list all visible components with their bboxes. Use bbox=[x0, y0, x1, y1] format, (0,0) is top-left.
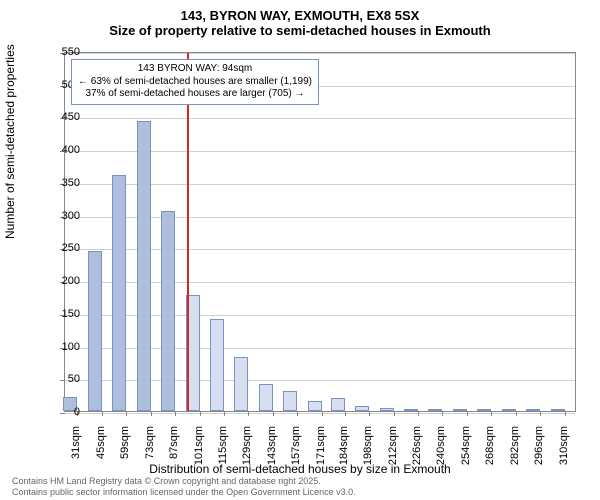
gridline bbox=[65, 53, 575, 54]
histogram-bar bbox=[283, 391, 297, 411]
histogram-bar bbox=[161, 211, 175, 411]
ytick-label: 0 bbox=[50, 406, 80, 418]
ytick-label: 350 bbox=[50, 177, 80, 189]
xtick-label: 296sqm bbox=[533, 426, 545, 466]
histogram-bar bbox=[259, 384, 273, 411]
histogram-bar bbox=[428, 409, 442, 411]
histogram-bar bbox=[380, 408, 394, 411]
ytick-label: 400 bbox=[50, 144, 80, 156]
annotation-line2: ← 63% of semi-detached houses are smalle… bbox=[78, 76, 312, 89]
histogram-bar bbox=[453, 409, 467, 411]
footer-line2: Contains public sector information licen… bbox=[12, 487, 356, 498]
gridline bbox=[65, 413, 575, 414]
histogram-bar bbox=[112, 175, 126, 411]
xtick-label: 310sqm bbox=[558, 426, 570, 466]
xtick-label: 45sqm bbox=[95, 426, 107, 466]
xtick-label: 87sqm bbox=[168, 426, 180, 466]
histogram-bar bbox=[308, 401, 322, 411]
ytick-label: 300 bbox=[50, 210, 80, 222]
xtick-label: 115sqm bbox=[217, 426, 229, 466]
histogram-bar bbox=[404, 409, 418, 411]
xtick-label: 198sqm bbox=[362, 426, 374, 466]
xtick-label: 282sqm bbox=[509, 426, 521, 466]
xtick-label: 157sqm bbox=[290, 426, 302, 466]
reference-line bbox=[187, 53, 189, 411]
xtick-label: 59sqm bbox=[119, 426, 131, 466]
xtick-label: 212sqm bbox=[387, 426, 399, 466]
footer: Contains HM Land Registry data © Crown c… bbox=[12, 476, 356, 498]
xtick-label: 143sqm bbox=[266, 426, 278, 466]
ytick-label: 50 bbox=[50, 373, 80, 385]
xtick-label: 171sqm bbox=[315, 426, 327, 466]
ytick-label: 150 bbox=[50, 308, 80, 320]
chart-title-main: 143, BYRON WAY, EXMOUTH, EX8 5SX bbox=[0, 0, 600, 23]
histogram-bar bbox=[551, 409, 565, 411]
histogram-bar bbox=[355, 406, 369, 411]
histogram-bar bbox=[502, 409, 516, 411]
histogram-bar bbox=[477, 409, 491, 411]
annotation-line3: 37% of semi-detached houses are larger (… bbox=[78, 88, 312, 101]
xtick-label: 101sqm bbox=[193, 426, 205, 466]
xtick-label: 73sqm bbox=[144, 426, 156, 466]
histogram-bar bbox=[331, 398, 345, 411]
histogram-bar bbox=[234, 357, 248, 411]
ytick-label: 450 bbox=[50, 111, 80, 123]
histogram-bar bbox=[137, 121, 151, 411]
plot-area: 143 BYRON WAY: 94sqm ← 63% of semi-detac… bbox=[64, 52, 576, 412]
ytick-label: 100 bbox=[50, 341, 80, 353]
xtick-label: 184sqm bbox=[338, 426, 350, 466]
histogram-bar bbox=[526, 409, 540, 411]
xtick-label: 240sqm bbox=[435, 426, 447, 466]
ytick-label: 550 bbox=[50, 46, 80, 58]
xtick-label: 268sqm bbox=[484, 426, 496, 466]
y-axis-label: Number of semi-detached properties bbox=[3, 44, 17, 239]
ytick-label: 200 bbox=[50, 275, 80, 287]
ytick-label: 250 bbox=[50, 242, 80, 254]
annotation-line1: 143 BYRON WAY: 94sqm bbox=[78, 63, 312, 76]
chart-container: 143, BYRON WAY, EXMOUTH, EX8 5SX Size of… bbox=[0, 0, 600, 500]
xtick-label: 129sqm bbox=[241, 426, 253, 466]
xtick-label: 31sqm bbox=[70, 426, 82, 466]
footer-line1: Contains HM Land Registry data © Crown c… bbox=[12, 476, 356, 487]
xtick-label: 254sqm bbox=[460, 426, 472, 466]
histogram-bar bbox=[88, 251, 102, 411]
xtick-label: 226sqm bbox=[411, 426, 423, 466]
chart-title-sub: Size of property relative to semi-detach… bbox=[0, 23, 600, 42]
gridline bbox=[65, 118, 575, 119]
histogram-bar bbox=[210, 319, 224, 411]
annotation-box: 143 BYRON WAY: 94sqm ← 63% of semi-detac… bbox=[71, 59, 319, 105]
